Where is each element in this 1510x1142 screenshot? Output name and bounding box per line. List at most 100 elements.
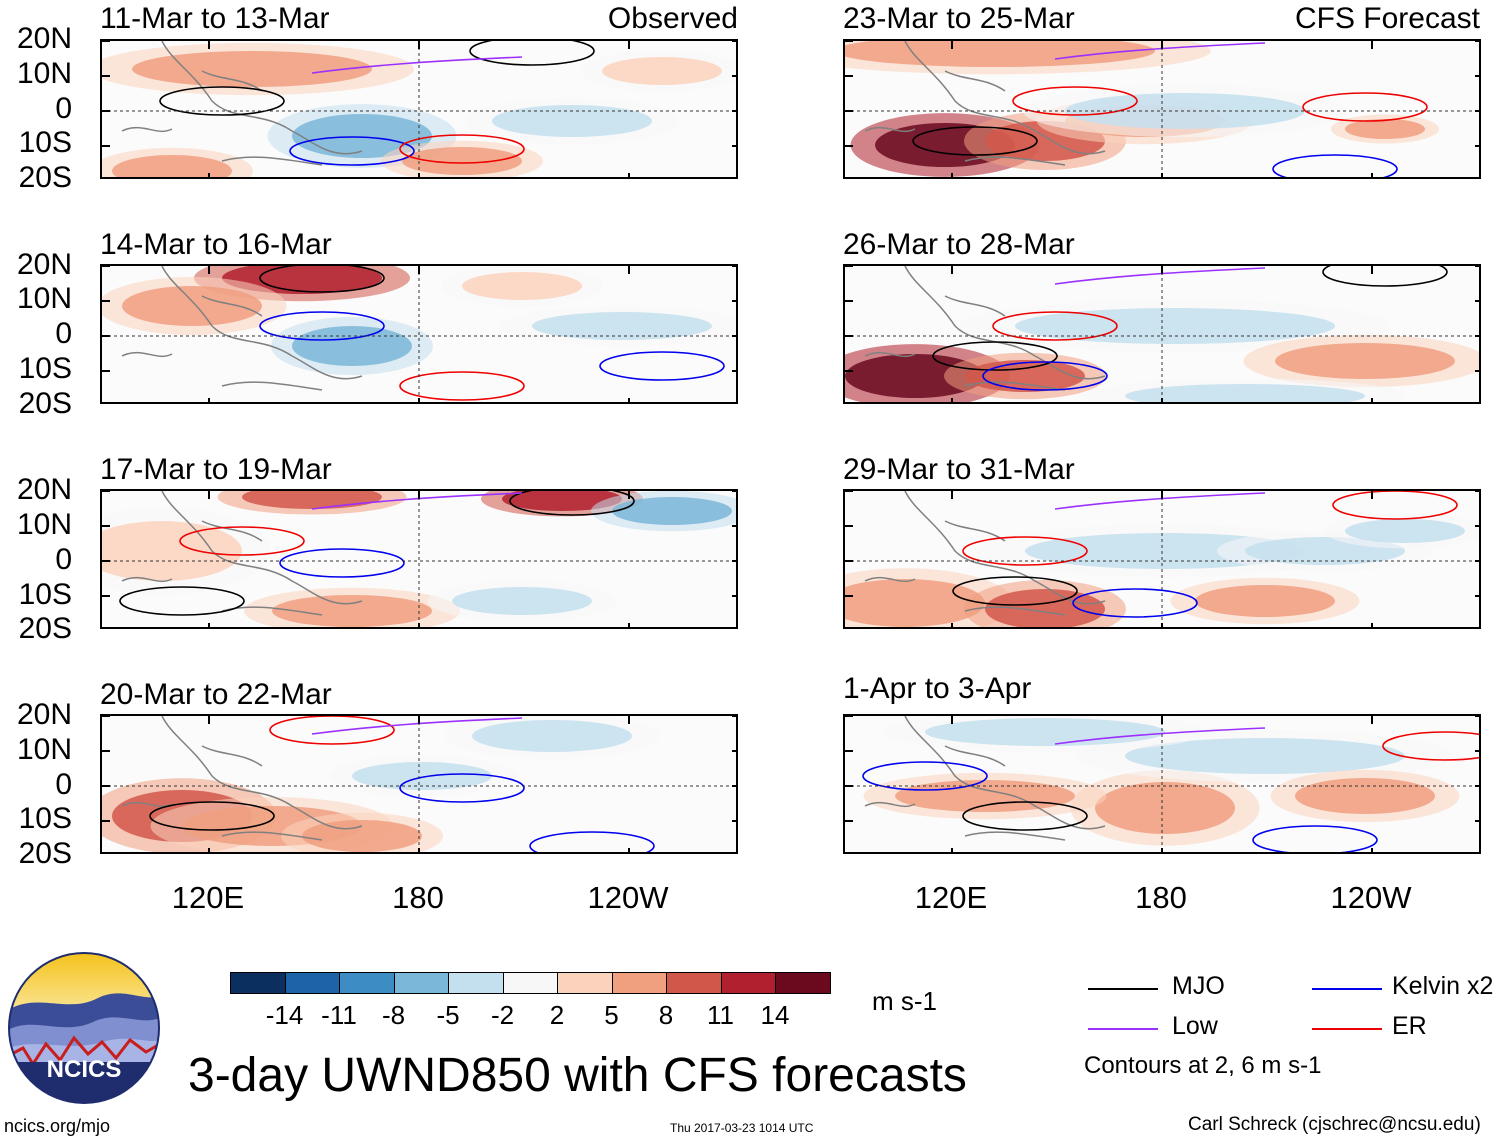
coastline xyxy=(121,266,363,391)
map-panel xyxy=(843,264,1481,404)
colorbar-tick-label: -2 xyxy=(490,1000,515,1030)
legend-swatch-low xyxy=(1088,1028,1158,1030)
colorbar-tick-label: 2 xyxy=(549,1000,565,1030)
coastline xyxy=(121,716,363,841)
wave-contour xyxy=(1252,825,1378,852)
panel-title: 26-Mar to 28-Mar xyxy=(843,228,1075,261)
lat-label: 20N xyxy=(16,473,72,506)
wind-shading xyxy=(102,521,242,581)
wave-contour xyxy=(992,311,1118,341)
lat-label: 0 xyxy=(55,768,72,801)
units-label: m s-1 xyxy=(872,986,937,1016)
wave-contour xyxy=(932,341,1058,371)
site-link[interactable]: ncics.org/mjo xyxy=(4,1116,111,1136)
logo-text: NCICS xyxy=(47,1056,122,1083)
panel-canvas xyxy=(845,716,1479,852)
colorbar-swatch xyxy=(502,972,558,994)
wave-contour xyxy=(119,586,245,616)
contour-note: Contours at 2, 6 m s-1 xyxy=(1084,1052,1322,1079)
panel-canvas xyxy=(845,266,1479,402)
wave-contour xyxy=(982,361,1108,391)
wind-shading xyxy=(492,105,652,137)
low-contour xyxy=(311,492,523,510)
lat-label: 20S xyxy=(18,387,72,420)
lat-label: 10S xyxy=(18,578,72,611)
wave-contour xyxy=(509,491,635,516)
wind-shading xyxy=(985,589,1105,627)
wind-shading xyxy=(845,579,985,627)
lat-label: 10S xyxy=(18,126,72,159)
lat-label: 10N xyxy=(16,282,72,315)
lat-label: 0 xyxy=(55,317,72,350)
wave-contour xyxy=(1012,86,1138,116)
colorbar-swatch xyxy=(611,972,667,994)
lat-label: 20S xyxy=(18,161,72,194)
wind-shading xyxy=(402,147,522,175)
panel-title: 29-Mar to 31-Mar xyxy=(843,453,1075,486)
low-contour xyxy=(311,56,523,74)
figure-title: 3-day UWND850 with CFS forecasts xyxy=(188,1049,967,1102)
legend-label-low: Low xyxy=(1172,1012,1218,1040)
wave-contour xyxy=(1072,588,1198,618)
colorbar-tick-label: 8 xyxy=(658,1000,674,1030)
lon-label: 120W xyxy=(1330,880,1412,915)
lat-label: 0 xyxy=(55,543,72,576)
panel-title: 1-Apr to 3-Apr xyxy=(843,672,1032,705)
colorbar-swatch xyxy=(557,972,613,994)
map-panel xyxy=(843,714,1481,854)
wind-shading xyxy=(1015,308,1335,344)
colorbar-tick-label: 11 xyxy=(707,1000,734,1030)
wind-shading xyxy=(452,587,592,615)
panel-canvas xyxy=(845,491,1479,627)
wind-shading xyxy=(845,41,1155,67)
map-panel xyxy=(100,39,738,179)
lon-label: 120E xyxy=(171,880,245,915)
lat-label: 10S xyxy=(18,802,72,835)
colorbar-tick-label: -11 xyxy=(321,1000,357,1030)
low-contour xyxy=(1054,42,1266,60)
column-label-forecast: CFS Forecast xyxy=(1294,2,1480,35)
low-contour xyxy=(1054,267,1266,285)
wind-shading xyxy=(462,272,582,300)
colorbar-tick-label: 5 xyxy=(604,1000,619,1030)
lat-label: 20S xyxy=(18,612,72,645)
wind-shading xyxy=(1095,782,1235,834)
wave-contour xyxy=(259,266,385,293)
legend-label-kelvin: Kelvin x2 xyxy=(1392,972,1494,1000)
map-panel xyxy=(100,714,738,854)
low-contour xyxy=(1054,727,1266,745)
lat-label: 20N xyxy=(16,698,72,731)
wind-shading xyxy=(1345,119,1425,139)
lat-label: 20N xyxy=(16,248,72,281)
colorbar-swatch xyxy=(393,972,449,994)
wind-shading xyxy=(1195,585,1335,617)
legend-swatch-er xyxy=(1312,1028,1382,1030)
wind-shading xyxy=(532,312,712,340)
colorbar-tick-label: -5 xyxy=(436,1000,460,1030)
lat-label: 10N xyxy=(16,733,72,766)
wave-contour xyxy=(962,536,1088,566)
wave-contour xyxy=(599,351,725,381)
wave-contour xyxy=(1302,92,1428,122)
wave-contour xyxy=(149,801,275,831)
lon-label: 120E xyxy=(914,880,988,915)
wind-shading xyxy=(895,780,1075,812)
wave-contour xyxy=(1382,731,1479,761)
colorbar-swatch xyxy=(720,972,776,994)
lat-label: 20S xyxy=(18,837,72,870)
colorbar-tick-label: -8 xyxy=(381,1000,406,1030)
panel-canvas xyxy=(845,41,1479,177)
colorbar-swatch xyxy=(339,972,395,994)
wind-shading xyxy=(272,595,432,627)
wave-contour xyxy=(399,371,525,401)
wave-contour xyxy=(159,86,285,116)
wind-shading xyxy=(132,51,372,87)
wind-shading xyxy=(352,762,492,790)
wind-shading xyxy=(1295,778,1435,814)
wind-shading xyxy=(112,155,232,177)
wave-contour xyxy=(399,773,525,803)
panel-title: 14-Mar to 16-Mar xyxy=(100,228,332,261)
coastline xyxy=(121,491,363,616)
panel-title: 20-Mar to 22-Mar xyxy=(100,678,332,711)
